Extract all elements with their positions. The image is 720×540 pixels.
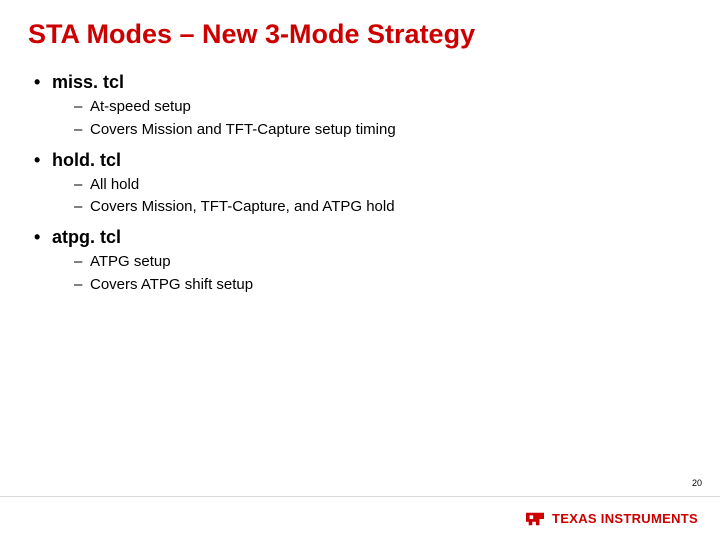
slide: STA Modes – New 3-Mode Strategy miss. tc… — [0, 0, 720, 540]
bullet-item: hold. tcl All hold Covers Mission, TFT-C… — [34, 150, 692, 218]
bullet-label: miss. tcl — [52, 72, 124, 92]
brand-name: TEXAS INSTRUMENTS — [552, 511, 698, 526]
sub-bullet-item: Covers ATPG shift setup — [74, 275, 692, 295]
bullet-item: miss. tcl At-speed setup Covers Mission … — [34, 72, 692, 140]
sub-bullet-list: All hold Covers Mission, TFT-Capture, an… — [52, 175, 692, 218]
footer: TEXAS INSTRUMENTS — [0, 496, 720, 540]
sub-bullet-item: At-speed setup — [74, 97, 692, 117]
bullet-item: atpg. tcl ATPG setup Covers ATPG shift s… — [34, 227, 692, 295]
sub-bullet-list: ATPG setup Covers ATPG shift setup — [52, 252, 692, 295]
brand-logo: TEXAS INSTRUMENTS — [524, 510, 698, 528]
slide-content: miss. tcl At-speed setup Covers Mission … — [28, 72, 692, 295]
sub-bullet-list: At-speed setup Covers Mission and TFT-Ca… — [52, 97, 692, 140]
slide-title: STA Modes – New 3-Mode Strategy — [28, 18, 692, 50]
bullet-label: atpg. tcl — [52, 227, 121, 247]
sub-bullet-item: ATPG setup — [74, 252, 692, 272]
sub-bullet-item: Covers Mission, TFT-Capture, and ATPG ho… — [74, 197, 692, 217]
bullet-label: hold. tcl — [52, 150, 121, 170]
page-number: 20 — [692, 478, 702, 488]
sub-bullet-item: All hold — [74, 175, 692, 195]
bullet-list: miss. tcl At-speed setup Covers Mission … — [34, 72, 692, 295]
sub-bullet-item: Covers Mission and TFT-Capture setup tim… — [74, 120, 692, 140]
ti-chip-icon — [524, 510, 546, 528]
